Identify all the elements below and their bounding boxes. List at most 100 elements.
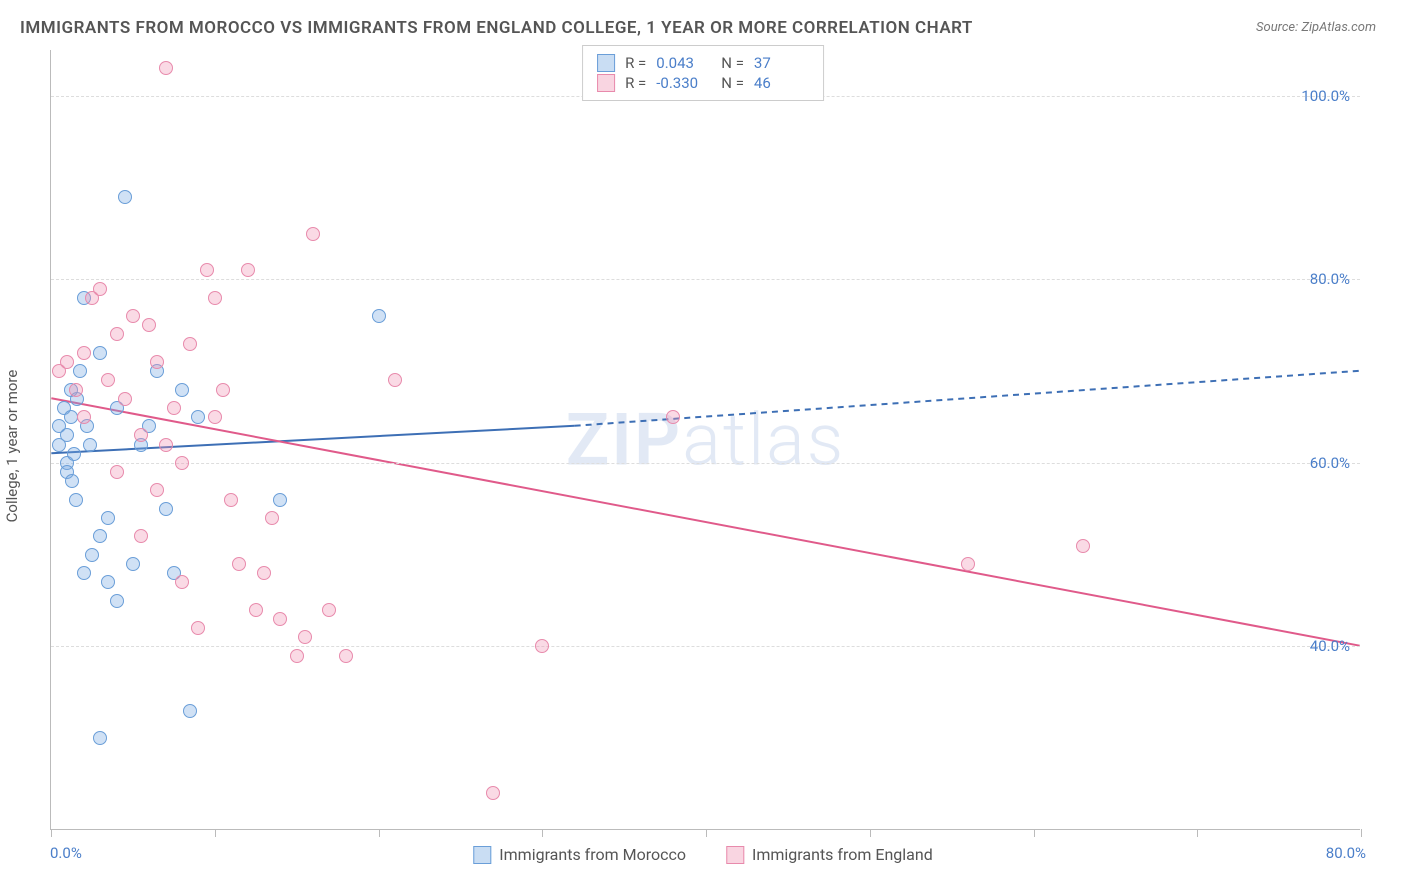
data-point <box>372 309 386 323</box>
data-point <box>134 529 148 543</box>
y-tick-label: 40.0% <box>1310 637 1350 655</box>
legend-row-morocco: R = 0.043 N = 37 <box>597 54 809 72</box>
data-point <box>60 428 74 442</box>
data-point <box>67 447 81 461</box>
data-point <box>290 649 304 663</box>
data-point <box>191 410 205 424</box>
gridline <box>51 279 1360 280</box>
data-point <box>535 639 549 653</box>
y-tick-label: 60.0% <box>1310 454 1350 472</box>
data-point <box>93 529 107 543</box>
y-axis-title: College, 1 year or more <box>3 370 21 523</box>
data-point <box>60 355 74 369</box>
data-point <box>175 456 189 470</box>
gridline <box>51 646 1360 647</box>
x-tick-label-last: 80.0% <box>1326 844 1366 862</box>
data-point <box>159 61 173 75</box>
data-point <box>101 575 115 589</box>
data-point <box>486 786 500 800</box>
series-legend: Immigrants from Morocco Immigrants from … <box>473 845 932 864</box>
data-point <box>167 401 181 415</box>
data-point <box>232 557 246 571</box>
data-point <box>110 594 124 608</box>
data-point <box>126 557 140 571</box>
x-tick <box>51 829 52 837</box>
data-point <box>1076 539 1090 553</box>
data-point <box>142 318 156 332</box>
data-point <box>208 410 222 424</box>
chart-title: IMMIGRANTS FROM MOROCCO VS IMMIGRANTS FR… <box>20 18 973 38</box>
correlation-legend: R = 0.043 N = 37 R = -0.330 N = 46 <box>582 45 824 101</box>
watermark: ZIPatlas <box>566 397 846 482</box>
data-point <box>93 731 107 745</box>
x-tick <box>870 829 871 837</box>
data-point <box>118 190 132 204</box>
data-point <box>200 263 214 277</box>
data-point <box>73 364 87 378</box>
data-point <box>69 493 83 507</box>
data-point <box>265 511 279 525</box>
data-point <box>134 428 148 442</box>
legend-item-morocco: Immigrants from Morocco <box>473 845 686 864</box>
data-point <box>191 621 205 635</box>
y-tick-label: 100.0% <box>1301 87 1350 105</box>
data-point <box>388 373 402 387</box>
swatch-pink <box>726 846 744 864</box>
data-point <box>249 603 263 617</box>
data-point <box>93 282 107 296</box>
data-point <box>175 383 189 397</box>
x-tick <box>1034 829 1035 837</box>
data-point <box>65 474 79 488</box>
x-tick-label-first: 0.0% <box>50 844 82 862</box>
swatch-pink <box>597 74 615 92</box>
data-point <box>77 346 91 360</box>
data-point <box>110 327 124 341</box>
data-point <box>257 566 271 580</box>
data-point <box>322 603 336 617</box>
swatch-blue <box>597 54 615 72</box>
data-point <box>85 548 99 562</box>
data-point <box>159 438 173 452</box>
data-point <box>101 511 115 525</box>
data-point <box>273 493 287 507</box>
data-point <box>961 557 975 571</box>
data-point <box>273 612 287 626</box>
data-point <box>224 493 238 507</box>
plot-area: ZIPatlas 40.0% 60.0% 80.0% 100.0% <box>50 50 1360 830</box>
x-tick <box>542 829 543 837</box>
data-point <box>306 227 320 241</box>
data-point <box>118 392 132 406</box>
data-point <box>150 483 164 497</box>
data-point <box>110 465 124 479</box>
data-point <box>183 337 197 351</box>
data-point <box>208 291 222 305</box>
data-point <box>666 410 680 424</box>
y-tick-label: 80.0% <box>1310 270 1350 288</box>
source-attribution: Source: ZipAtlas.com <box>1256 20 1376 35</box>
data-point <box>64 410 78 424</box>
data-point <box>241 263 255 277</box>
data-point <box>150 355 164 369</box>
data-point <box>216 383 230 397</box>
data-point <box>69 383 83 397</box>
x-tick <box>379 829 380 837</box>
data-point <box>126 309 140 323</box>
chart-container: IMMIGRANTS FROM MOROCCO VS IMMIGRANTS FR… <box>0 0 1406 892</box>
swatch-blue <box>473 846 491 864</box>
data-point <box>77 566 91 580</box>
data-point <box>183 704 197 718</box>
data-point <box>101 373 115 387</box>
legend-item-england: Immigrants from England <box>726 845 933 864</box>
x-tick <box>1361 829 1362 837</box>
x-tick <box>706 829 707 837</box>
x-tick <box>215 829 216 837</box>
data-point <box>159 502 173 516</box>
x-tick <box>1197 829 1198 837</box>
gridline <box>51 463 1360 464</box>
data-point <box>77 410 91 424</box>
trendlines-svg <box>51 50 1360 829</box>
legend-row-england: R = -0.330 N = 46 <box>597 74 809 92</box>
data-point <box>83 438 97 452</box>
data-point <box>339 649 353 663</box>
data-point <box>175 575 189 589</box>
